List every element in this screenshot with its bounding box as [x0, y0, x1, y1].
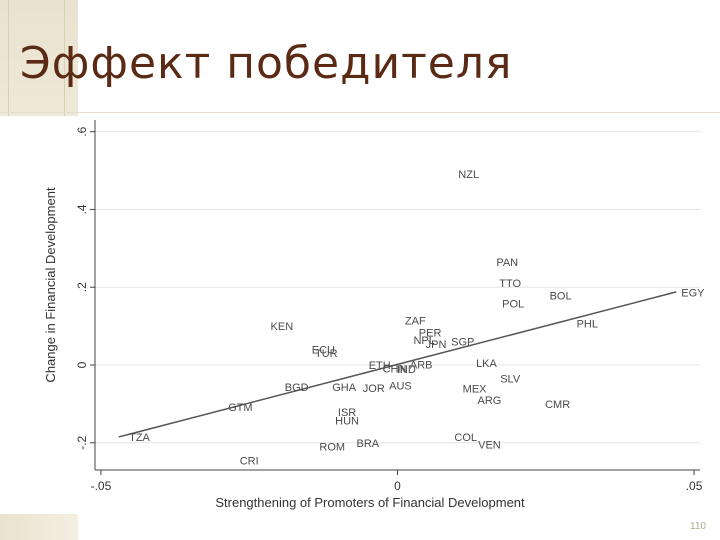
- point-label-tza: TZA: [129, 432, 150, 444]
- point-label-ken: KEN: [271, 321, 294, 333]
- y-tick-label: .2: [75, 282, 89, 292]
- point-label-slv: SLV: [500, 373, 521, 385]
- point-label-col: COL: [454, 432, 477, 444]
- fit-line-layer: [118, 291, 677, 438]
- point-label-zaf: ZAF: [405, 316, 426, 328]
- point-label-jpn: JPN: [426, 339, 447, 351]
- point-label-lka: LKA: [476, 358, 497, 370]
- grid-layer: [95, 131, 700, 444]
- point-label-per: PER: [419, 327, 442, 339]
- point-label-isr: ISR: [338, 407, 356, 419]
- point-label-gtm: GTM: [228, 402, 252, 414]
- x-tick-label: 0: [394, 479, 401, 493]
- point-label-pol: POL: [502, 299, 524, 311]
- slide-title: Эффект победителя: [20, 38, 513, 89]
- point-label-ven: VEN: [478, 439, 501, 451]
- point-label-tur: TUR: [315, 348, 338, 360]
- point-label-egy: EGY: [681, 288, 705, 300]
- point-label-pan: PAN: [496, 257, 518, 269]
- point-label-rom: ROM: [319, 441, 345, 453]
- point-label-arb: ARB: [410, 359, 433, 371]
- point-label-cmr: CMR: [545, 399, 570, 411]
- point-label-npl: NPL: [413, 335, 434, 347]
- point-label-cri: CRI: [240, 456, 259, 468]
- point-label-gha: GHA: [332, 382, 357, 394]
- page-number: 110: [690, 521, 706, 532]
- point-label-sgp: SGP: [451, 336, 474, 348]
- point-label-mex: MEX: [463, 383, 488, 395]
- point-label-nzl: NZL: [458, 169, 479, 181]
- point-label-hun: HUN: [335, 416, 359, 428]
- point-label-eth: ETH: [369, 360, 391, 372]
- point-label-aus: AUS: [389, 381, 412, 393]
- corner-decoration: [0, 514, 78, 540]
- x-tick-label: -.05: [91, 479, 112, 493]
- point-label-tto: TTO: [499, 278, 521, 290]
- point-label-jor: JOR: [363, 383, 385, 395]
- axis-layer: -.2 0 .2 .4 .6 -.05 0 .05: [75, 120, 703, 493]
- plot-background: [0, 116, 720, 516]
- point-label-bra: BRA: [357, 438, 380, 450]
- x-axis-title: Strengthening of Promoters of Financial …: [215, 495, 525, 510]
- y-tick-label: .4: [75, 204, 89, 214]
- fit-line: [118, 291, 677, 438]
- point-label-phl: PHL: [577, 318, 598, 330]
- title-divider: [0, 112, 720, 113]
- point-label-bol: BOL: [550, 290, 572, 302]
- point-label-bgd: BGD: [285, 382, 309, 394]
- point-label-chn: CHN: [383, 364, 407, 376]
- y-tick-label: -.2: [75, 435, 89, 449]
- y-tick-label: 0: [75, 361, 89, 368]
- x-tick-label: .05: [686, 479, 703, 493]
- y-tick-label: .6: [75, 126, 89, 136]
- y-axis-title: Change in Financial Development: [43, 187, 58, 383]
- point-label-ind: IND: [397, 364, 416, 376]
- point-label-arg: ARG: [478, 395, 502, 407]
- point-label-ecu: ECU: [312, 345, 335, 357]
